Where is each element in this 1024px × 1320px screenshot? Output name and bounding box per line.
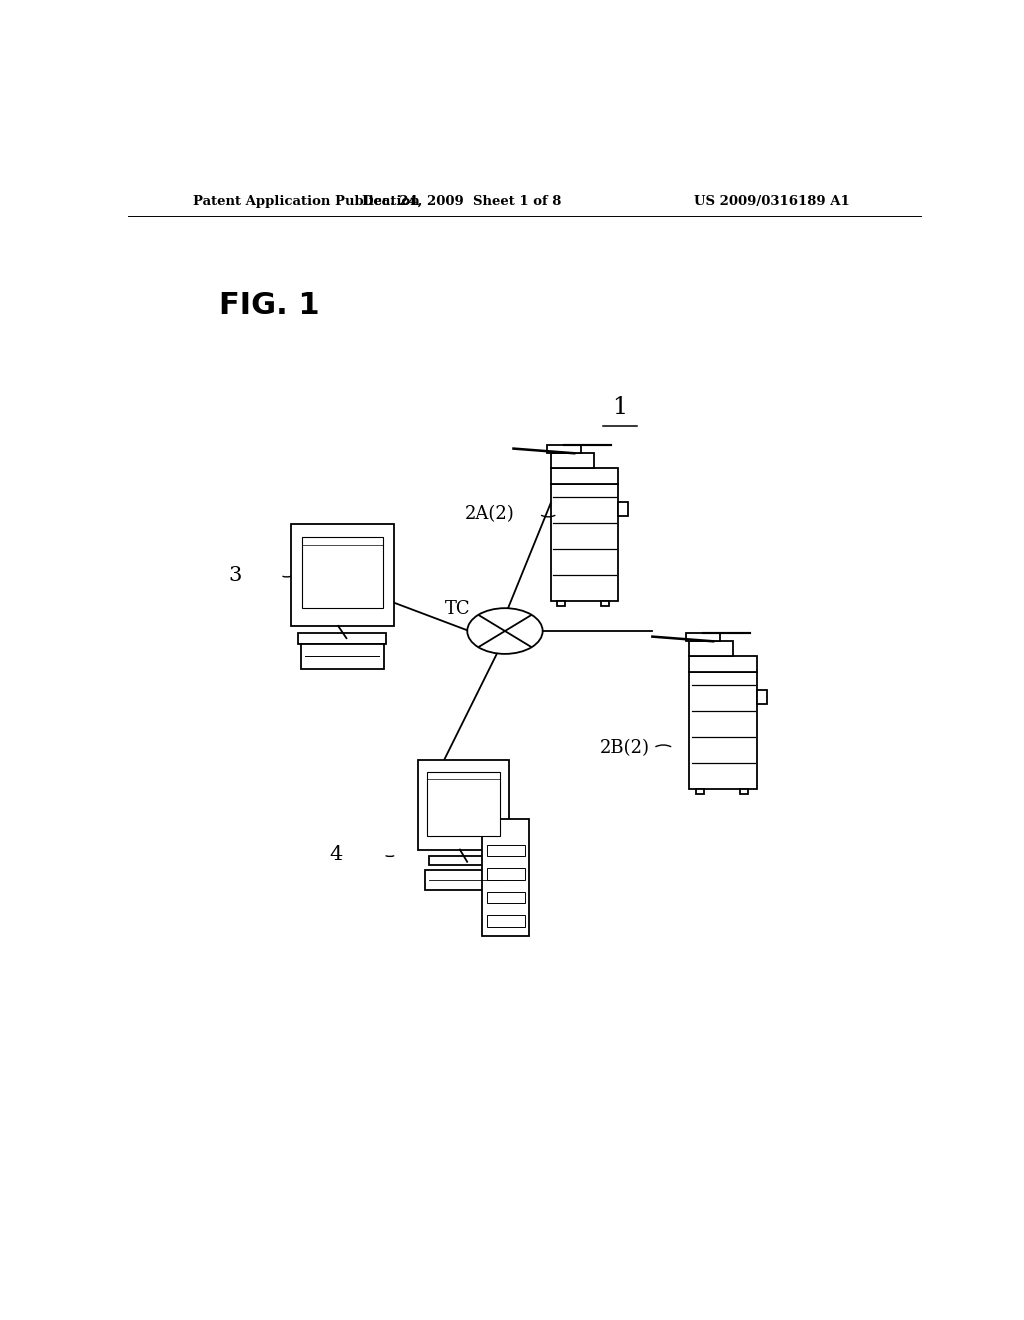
Ellipse shape (467, 609, 543, 653)
Bar (301, 644, 384, 669)
Text: Patent Application Publication: Patent Application Publication (194, 194, 420, 207)
Bar (481, 818, 529, 936)
Bar (757, 690, 767, 705)
Text: 3: 3 (228, 566, 242, 585)
Bar (618, 503, 628, 516)
Bar (486, 845, 524, 857)
Bar (551, 453, 595, 469)
Bar (486, 915, 524, 927)
Text: TC: TC (444, 599, 470, 618)
Bar (486, 891, 524, 903)
Text: US 2009/0316189 A1: US 2009/0316189 A1 (694, 194, 850, 207)
Bar (425, 870, 503, 890)
Bar (302, 536, 383, 607)
Bar (547, 445, 581, 453)
Bar (740, 788, 749, 795)
Text: 2A(2): 2A(2) (465, 506, 515, 523)
Text: 1: 1 (612, 396, 628, 418)
Bar (686, 634, 720, 642)
Bar (551, 483, 618, 601)
Bar (601, 601, 609, 606)
Bar (427, 772, 500, 836)
Bar (298, 632, 386, 644)
Text: Dec. 24, 2009  Sheet 1 of 8: Dec. 24, 2009 Sheet 1 of 8 (361, 194, 561, 207)
Bar (696, 788, 705, 795)
Text: FIG. 1: FIG. 1 (219, 292, 319, 321)
Text: 4: 4 (330, 845, 343, 865)
Bar (291, 524, 394, 626)
Bar (689, 656, 757, 672)
Bar (689, 672, 757, 788)
Bar (551, 469, 618, 483)
Bar (429, 855, 498, 865)
Bar (486, 869, 524, 880)
Bar (418, 760, 509, 850)
Text: 2B(2): 2B(2) (600, 739, 650, 756)
Bar (557, 601, 565, 606)
Bar (689, 642, 733, 656)
